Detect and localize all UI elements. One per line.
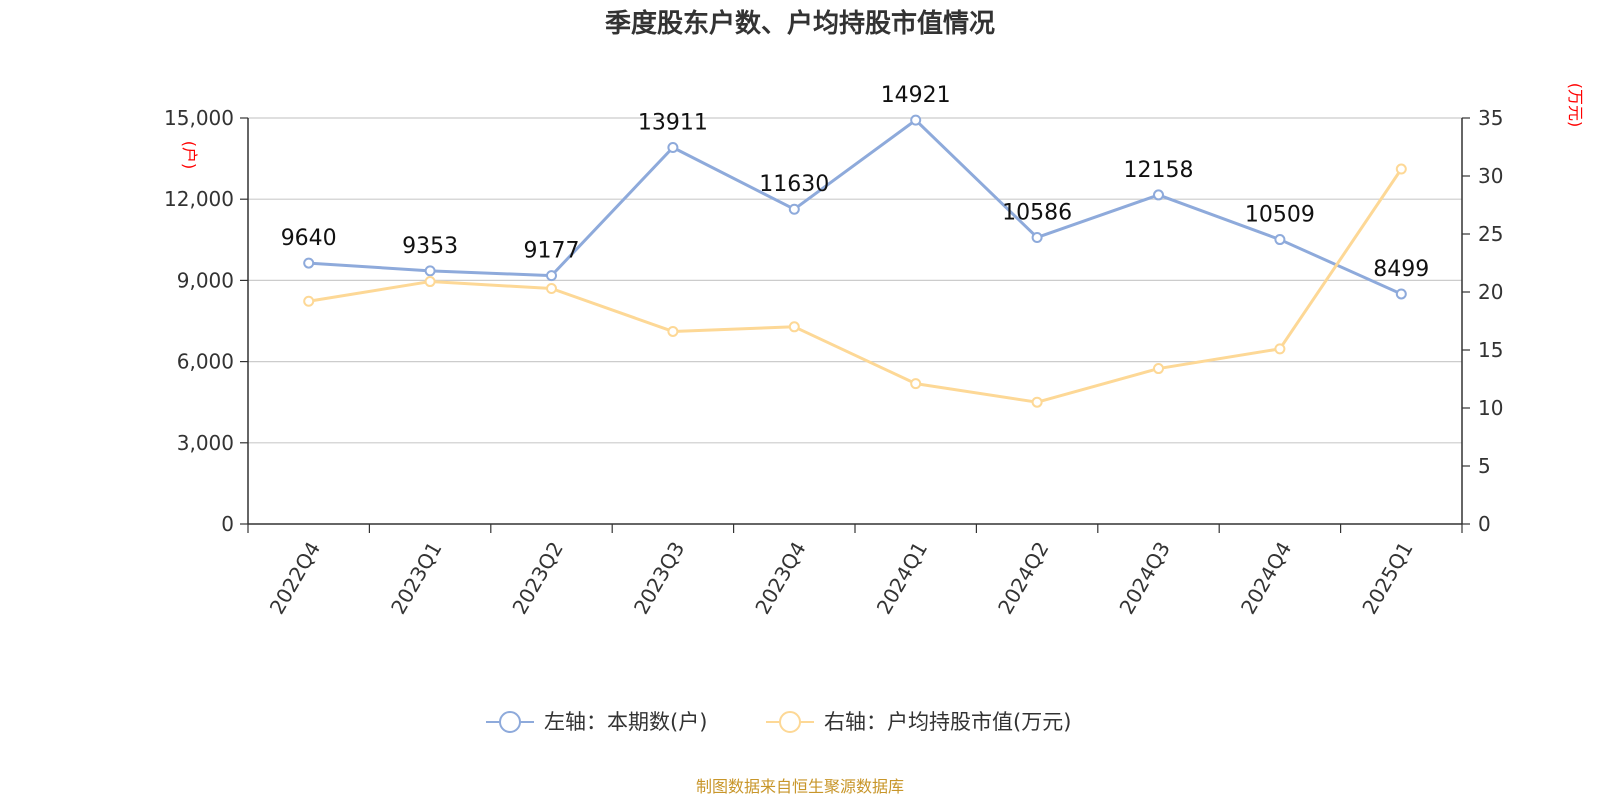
data-label: 9353	[402, 234, 458, 259]
data-point	[1274, 343, 1286, 355]
legend-marker-icon	[779, 711, 801, 733]
right-axis-unit-label: (万元)	[1566, 83, 1585, 128]
data-label: 10586	[1002, 200, 1072, 225]
data-point	[1274, 234, 1286, 246]
data-point	[424, 265, 436, 277]
grid	[248, 117, 1462, 444]
data-label: 11630	[759, 172, 829, 197]
data-point	[546, 283, 557, 295]
data-label: 14921	[881, 83, 951, 108]
data-point	[303, 295, 315, 307]
series-line-1	[308, 118, 1402, 296]
data-point	[667, 325, 679, 337]
left-axis-tick-label: 0	[221, 512, 234, 536]
right-axis-tick-label: 10	[1478, 396, 1503, 420]
x-axis-category-label: 2023Q4	[750, 538, 810, 619]
legend-item-1[interactable]: 左轴：本期数(户)	[486, 710, 707, 734]
legend-item-2[interactable]: 右轴：户均持股市值(万元)	[766, 710, 1071, 734]
left-axis-tick-label: 3,000	[177, 431, 234, 455]
legend-label: 左轴：本期数(户)	[544, 710, 707, 734]
x-axis-category-label: 2023Q1	[386, 538, 446, 619]
data-label: 13911	[638, 110, 708, 135]
data-point	[788, 321, 800, 333]
x-axis-category-label: 2024Q2	[993, 538, 1053, 619]
data-point	[546, 270, 557, 282]
x-axis-category-label: 2024Q3	[1114, 538, 1174, 619]
x-axis-category-label: 2022Q4	[265, 538, 325, 619]
data-point	[1153, 189, 1164, 201]
legend-label: 右轴：户均持股市值(万元)	[824, 710, 1071, 734]
legend[interactable]: 左轴：本期数(户) 右轴：户均持股市值(万元)	[486, 710, 1071, 734]
x-axis-category-label: 2024Q4	[1236, 538, 1296, 619]
x-axis-category-label: 2023Q3	[629, 538, 689, 619]
data-label: 8499	[1373, 257, 1429, 282]
data-label: 9177	[524, 239, 580, 264]
left-axis-unit-label: (户)	[180, 141, 199, 170]
series-layer	[303, 114, 1407, 408]
source-note: 制图数据来自恒生聚源数据库	[696, 777, 904, 796]
right-axis-tick-label: 20	[1478, 280, 1503, 304]
series-line-2	[308, 168, 1403, 404]
right-axis-tick-label: 30	[1478, 164, 1503, 188]
data-point	[1153, 363, 1164, 375]
data-point	[910, 378, 922, 390]
data-point	[303, 257, 315, 269]
left-axis-tick-label: 9,000	[177, 268, 234, 292]
data-point	[1395, 288, 1407, 300]
left-axis-tick-label: 12,000	[164, 187, 234, 211]
data-point	[910, 114, 922, 126]
x-axis-category-label: 2023Q2	[507, 538, 567, 619]
x-axis-category-label: 2024Q1	[872, 538, 932, 619]
data-label: 10509	[1245, 203, 1315, 228]
data-point	[788, 203, 800, 215]
data-point	[1395, 163, 1407, 175]
right-axis-tick-label: 25	[1478, 222, 1503, 246]
right-axis-tick-label: 15	[1478, 338, 1503, 362]
data-labels: 9640 9353 9177 13911 11630 14921 10586 12158 105…	[281, 83, 1430, 282]
chart-title: 季度股东户数、户均持股市值情况	[605, 8, 995, 39]
legend-marker-icon	[499, 711, 521, 733]
right-axis-tick-label: 0	[1478, 512, 1491, 536]
left-axis-tick-label: 15,000	[164, 106, 234, 130]
data-point	[1031, 231, 1043, 243]
left-axis-tick-label: 6,000	[177, 350, 234, 374]
data-point	[424, 276, 436, 288]
right-axis-tick-label: 5	[1478, 454, 1491, 478]
data-point	[667, 141, 679, 153]
x-axis-category-label: 2025Q1	[1357, 538, 1417, 619]
data-label: 9640	[281, 226, 337, 251]
data-point	[1031, 396, 1043, 408]
right-axis-tick-label: 35	[1478, 106, 1503, 130]
data-label: 12158	[1124, 158, 1194, 183]
